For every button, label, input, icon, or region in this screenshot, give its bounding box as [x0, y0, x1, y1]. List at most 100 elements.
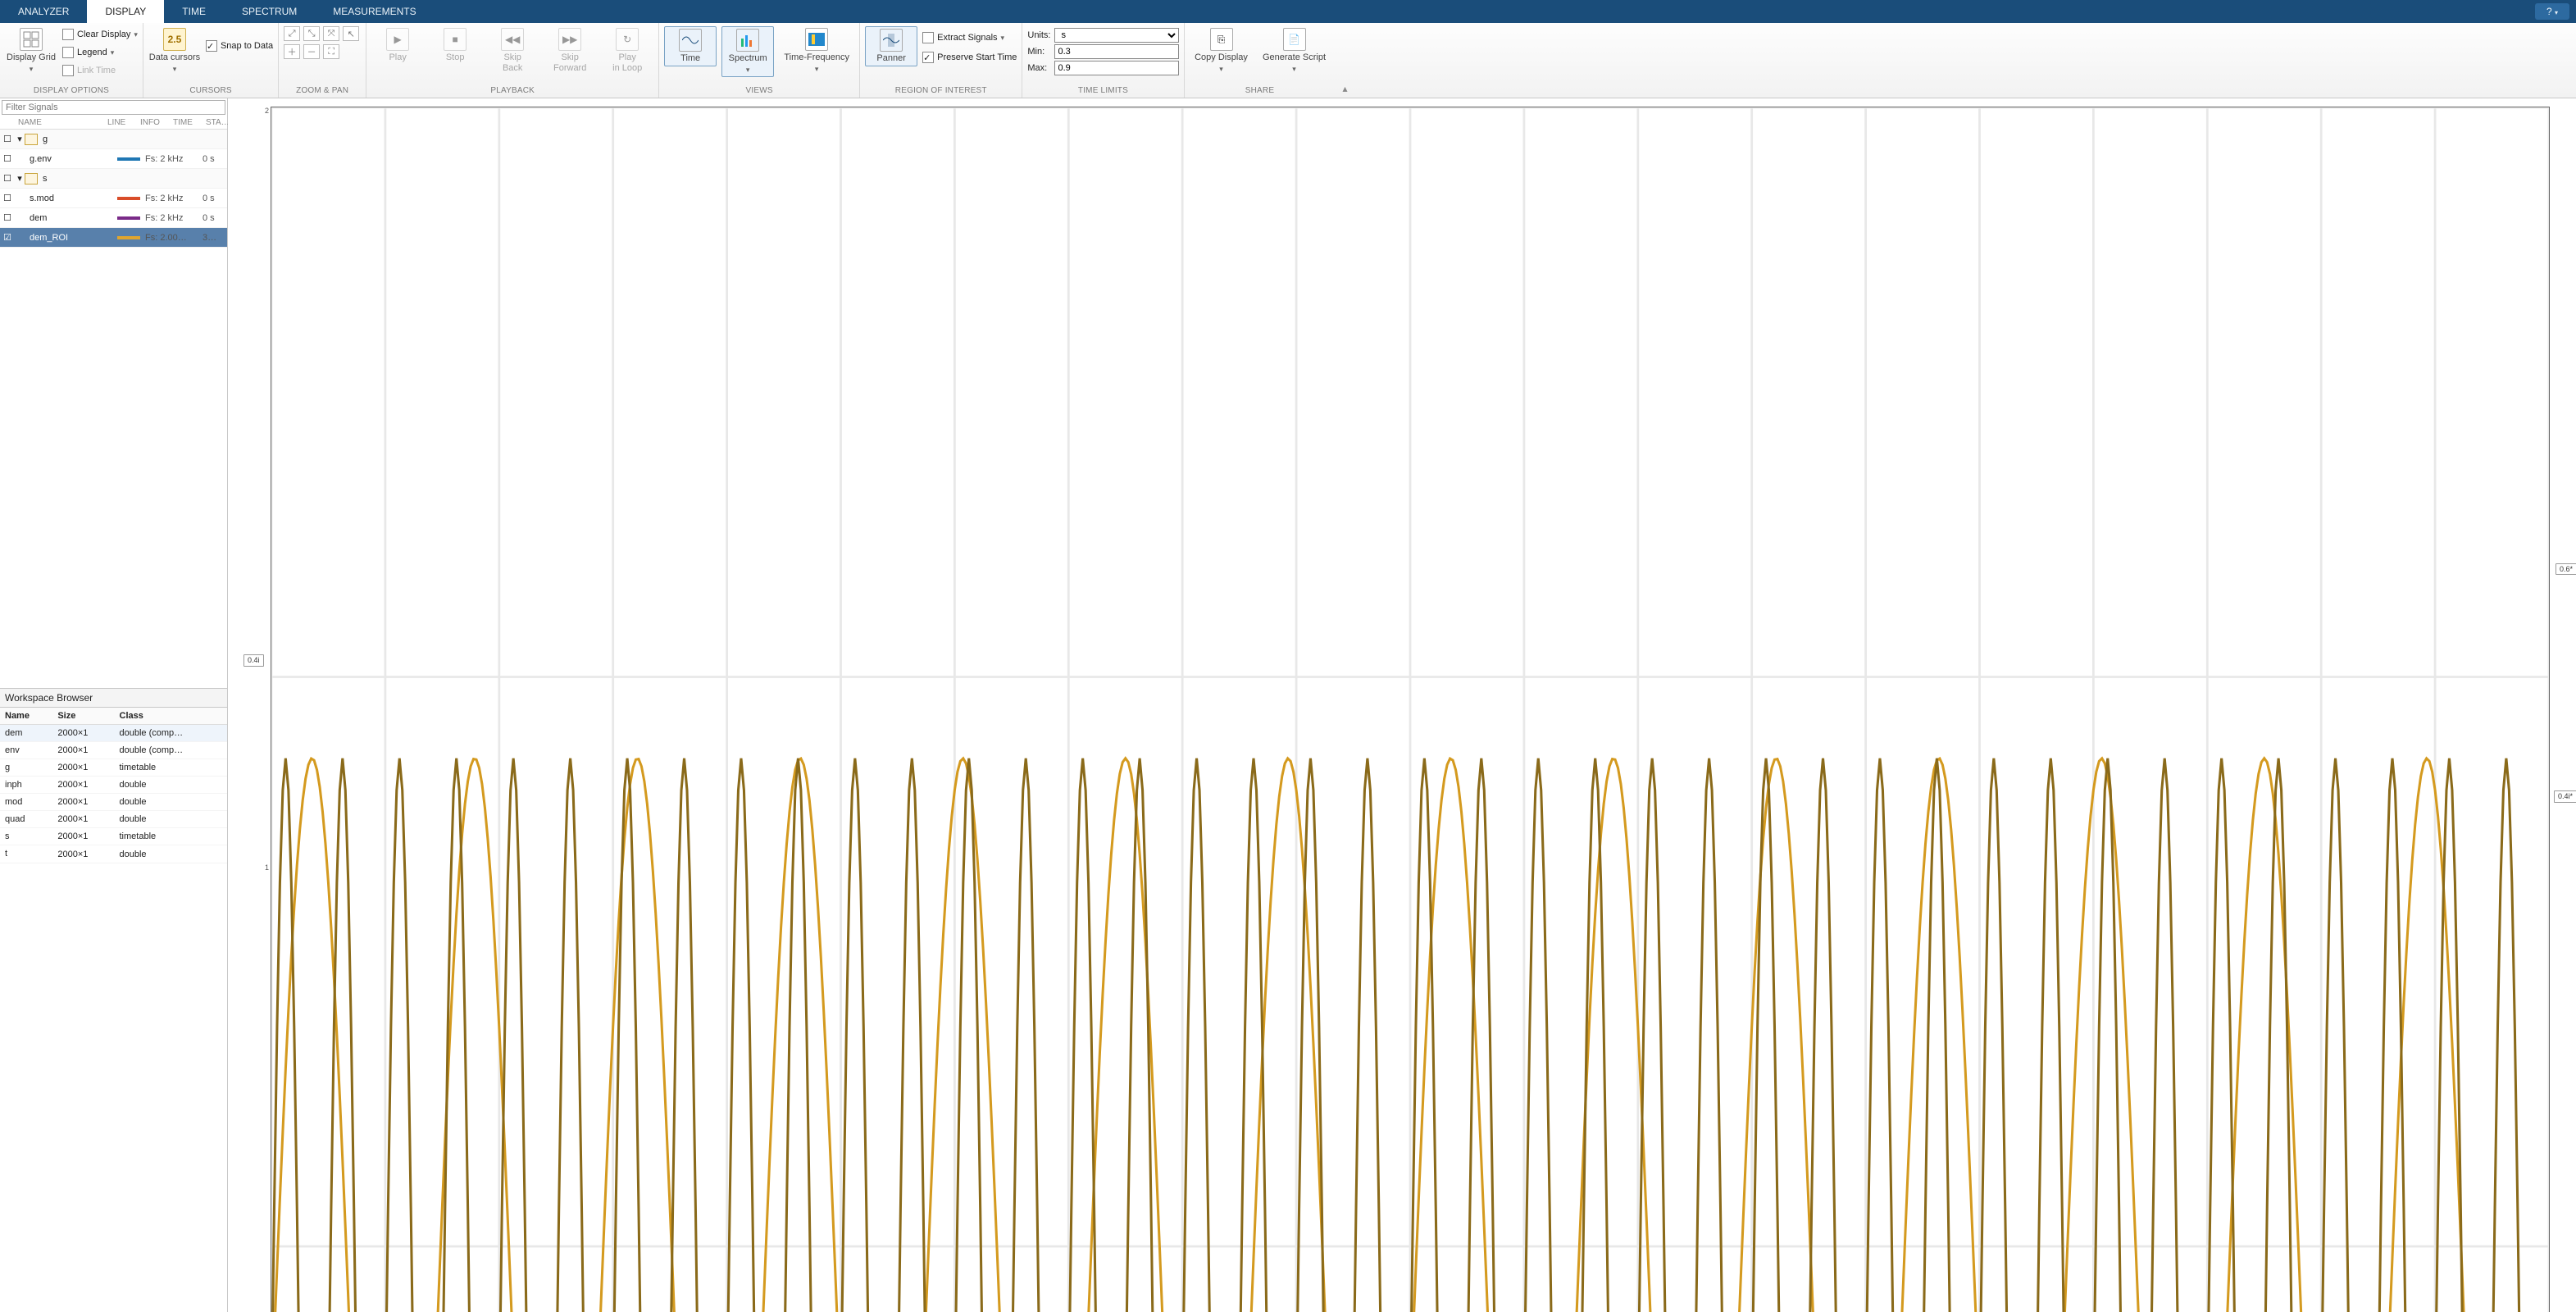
- zoom-out-x-icon[interactable]: ⤡: [303, 26, 320, 41]
- checkbox-icon[interactable]: ☑: [0, 232, 15, 243]
- cursor-value-icon: 2.5: [163, 28, 186, 51]
- help-button[interactable]: ? ▾: [2535, 3, 2569, 20]
- zoom-pan-tools: ⤢ ⤡ ⤧ ↖ ＋ － ⛶: [284, 26, 361, 61]
- filter-signals-input[interactable]: Filter Signals: [2, 100, 225, 115]
- max-input[interactable]: [1054, 61, 1179, 75]
- stop-label: Stop: [446, 52, 465, 63]
- skip-fwd-button: ▶▶Skip Forward: [544, 26, 596, 73]
- group-label: REGION OF INTEREST: [865, 84, 1017, 98]
- panner-icon: [880, 29, 903, 52]
- col-line: LINE: [104, 118, 137, 127]
- workspace-row[interactable]: g2000×1timetable: [0, 758, 227, 776]
- tab-time[interactable]: TIME: [164, 0, 224, 23]
- ws-col-size: Size: [52, 708, 114, 725]
- chevron-down-icon: ▾: [173, 65, 177, 74]
- play-button: ▶Play: [371, 26, 424, 63]
- variable-icon: [25, 134, 38, 145]
- clear-display-icon: [62, 29, 74, 40]
- zoom-xy-icon[interactable]: ⤧: [323, 26, 339, 41]
- group-label: TIME LIMITS: [1027, 84, 1178, 98]
- legend-button[interactable]: Legend ▾: [62, 44, 138, 61]
- min-input[interactable]: [1054, 44, 1179, 59]
- workspace-row[interactable]: inph2000×1double: [0, 777, 227, 794]
- left-panel: Filter Signals NAME LINE INFO TIME STA… …: [0, 98, 228, 1312]
- link-time-label: Link Time: [77, 66, 116, 75]
- checkbox-icon[interactable]: ☐: [0, 193, 15, 203]
- checkbox-icon[interactable]: ☐: [0, 134, 15, 144]
- checkbox-icon[interactable]: ☐: [0, 173, 15, 184]
- workspace-row[interactable]: s2000×1timetable: [0, 828, 227, 845]
- snap-to-data-checkbox[interactable]: ✓ Snap to Data: [206, 38, 273, 54]
- ribbon-collapse-button[interactable]: ▴: [1336, 23, 1355, 98]
- preserve-start-checkbox[interactable]: ✓Preserve Start Time: [922, 49, 1017, 66]
- skip-back-icon: ◀◀: [501, 28, 524, 51]
- legend-label: Legend: [77, 48, 107, 57]
- line-swatch: [117, 197, 140, 200]
- checkbox-icon[interactable]: ☐: [0, 212, 15, 223]
- signal-row[interactable]: ☐▾s: [0, 169, 227, 189]
- view-timefreq-button[interactable]: Time-Frequency▾: [779, 26, 854, 74]
- zoom-in-icon[interactable]: ＋: [284, 44, 300, 59]
- tab-analyzer[interactable]: ANALYZER: [0, 0, 87, 23]
- zoom-in-x-icon[interactable]: ⤢: [284, 26, 300, 41]
- view-spectrum-button[interactable]: Spectrum▾: [721, 26, 774, 77]
- tab-display[interactable]: DISPLAY: [87, 0, 164, 23]
- group-label: ZOOM & PAN: [284, 84, 361, 98]
- clear-display-label: Clear Display: [77, 30, 130, 39]
- checkbox-checked-icon: ✓: [922, 52, 934, 63]
- main-area: Filter Signals NAME LINE INFO TIME STA… …: [0, 98, 2576, 1312]
- group-label: SHARE: [1190, 84, 1331, 98]
- generate-script-label: Generate Script: [1263, 52, 1326, 63]
- signal-table-header: NAME LINE INFO TIME STA…: [0, 116, 227, 130]
- time-plot[interactable]: 0.4i -0.9 0.6* 0.4i*: [271, 107, 2550, 1312]
- extract-icon: [922, 32, 934, 43]
- signal-info: Fs: 2.00…: [145, 233, 203, 243]
- fit-icon[interactable]: ⛶: [323, 44, 339, 59]
- signal-row[interactable]: ☐s.modFs: 2 kHz0 s: [0, 189, 227, 208]
- signal-tree[interactable]: ☐▾g☐g.envFs: 2 kHz0 s☐▾s☐s.modFs: 2 kHz0…: [0, 130, 227, 688]
- signal-row[interactable]: ☑dem_ROIFs: 2.00…3…: [0, 228, 227, 248]
- data-cursors-label: Data cursors: [149, 52, 200, 63]
- time-plot-yticks: 210-1: [249, 107, 269, 1312]
- group-label: PLAYBACK: [371, 84, 653, 98]
- generate-script-button[interactable]: 📄Generate Script▾: [1258, 26, 1331, 74]
- extract-signals-button[interactable]: Extract Signals ▾: [922, 30, 1017, 46]
- signal-row[interactable]: ☐demFs: 2 kHz0 s: [0, 208, 227, 228]
- copy-display-button[interactable]: ⎘Copy Display▾: [1190, 26, 1254, 74]
- ribbon-group-share: ⎘Copy Display▾ 📄Generate Script▾ SHARE: [1185, 23, 1336, 98]
- workspace-row[interactable]: quad2000×1double: [0, 811, 227, 828]
- line-swatch: [117, 157, 140, 161]
- workspace-row[interactable]: t2000×1double: [0, 845, 227, 863]
- skip-back-label: Skip Back: [503, 52, 522, 73]
- group-label: VIEWS: [664, 84, 854, 98]
- legend-icon: [62, 47, 74, 58]
- units-select[interactable]: s: [1054, 28, 1179, 43]
- skip-fwd-label: Skip Forward: [553, 52, 586, 73]
- workspace-row[interactable]: env2000×1double (comp…: [0, 741, 227, 758]
- ribbon-group-time-limits: Units: s Min: Max: TIME LIMITS: [1022, 23, 1184, 98]
- clear-display-button[interactable]: Clear Display ▾: [62, 26, 138, 43]
- view-time-button[interactable]: Time: [664, 26, 717, 66]
- pointer-icon[interactable]: ↖: [343, 26, 359, 41]
- max-label: Max:: [1027, 63, 1050, 73]
- panner-button[interactable]: Panner: [865, 26, 917, 66]
- data-cursors-button[interactable]: 2.5 Data cursors ▾: [148, 26, 201, 74]
- signal-name: g: [41, 134, 112, 144]
- chevron-down-icon: ▾: [1219, 65, 1223, 74]
- checkbox-icon[interactable]: ☐: [0, 153, 15, 164]
- signal-name: s: [41, 174, 112, 184]
- tab-spectrum[interactable]: SPECTRUM: [224, 0, 315, 23]
- grid-icon: [20, 28, 43, 51]
- workspace-table[interactable]: Name Size Class dem2000×1double (comp… e…: [0, 708, 227, 1312]
- tab-measurements[interactable]: MEASUREMENTS: [315, 0, 434, 23]
- chevron-down-icon: ▾: [746, 66, 750, 75]
- zoom-out-icon[interactable]: －: [303, 44, 320, 59]
- workspace-row[interactable]: dem2000×1double (comp…: [0, 724, 227, 741]
- signal-row[interactable]: ☐g.envFs: 2 kHz0 s: [0, 149, 227, 169]
- display-grid-button[interactable]: Display Grid ▾: [5, 26, 57, 74]
- link-time-checkbox: Link Time: [62, 62, 138, 79]
- chevron-down-icon: ▾: [30, 65, 34, 74]
- workspace-row[interactable]: mod2000×1double: [0, 794, 227, 811]
- skip-back-button: ◀◀Skip Back: [486, 26, 539, 73]
- signal-row[interactable]: ☐▾g: [0, 130, 227, 149]
